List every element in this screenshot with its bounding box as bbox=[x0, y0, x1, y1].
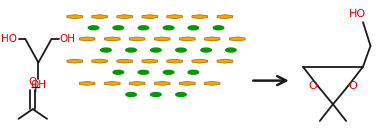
Polygon shape bbox=[167, 15, 183, 19]
Polygon shape bbox=[117, 59, 133, 63]
Circle shape bbox=[176, 93, 186, 96]
Polygon shape bbox=[204, 37, 220, 41]
Polygon shape bbox=[155, 37, 170, 41]
Text: O: O bbox=[29, 77, 37, 87]
Text: HO: HO bbox=[2, 34, 17, 44]
Polygon shape bbox=[79, 37, 95, 41]
Circle shape bbox=[213, 26, 224, 30]
Circle shape bbox=[113, 70, 124, 74]
Polygon shape bbox=[92, 59, 107, 63]
Circle shape bbox=[113, 26, 124, 30]
Polygon shape bbox=[142, 59, 158, 63]
Polygon shape bbox=[79, 81, 95, 85]
Circle shape bbox=[126, 48, 136, 52]
Polygon shape bbox=[92, 15, 107, 19]
Text: O: O bbox=[309, 81, 318, 91]
Text: +: + bbox=[29, 81, 41, 95]
Polygon shape bbox=[217, 59, 233, 63]
Polygon shape bbox=[67, 59, 82, 63]
Polygon shape bbox=[180, 81, 195, 85]
Polygon shape bbox=[117, 15, 133, 19]
Text: OH: OH bbox=[59, 34, 75, 44]
Circle shape bbox=[88, 26, 99, 30]
Circle shape bbox=[188, 26, 198, 30]
Polygon shape bbox=[204, 81, 220, 85]
Circle shape bbox=[126, 93, 136, 96]
Circle shape bbox=[138, 70, 149, 74]
Polygon shape bbox=[142, 15, 158, 19]
Circle shape bbox=[138, 26, 149, 30]
Polygon shape bbox=[192, 59, 208, 63]
Polygon shape bbox=[229, 37, 245, 41]
Polygon shape bbox=[129, 37, 145, 41]
Circle shape bbox=[226, 48, 236, 52]
Circle shape bbox=[150, 93, 161, 96]
Polygon shape bbox=[167, 59, 183, 63]
Circle shape bbox=[101, 48, 111, 52]
Circle shape bbox=[201, 48, 211, 52]
Circle shape bbox=[163, 26, 174, 30]
Polygon shape bbox=[192, 15, 208, 19]
Polygon shape bbox=[155, 81, 170, 85]
Circle shape bbox=[150, 48, 161, 52]
Text: HO: HO bbox=[349, 9, 366, 19]
Polygon shape bbox=[67, 15, 82, 19]
Polygon shape bbox=[104, 81, 120, 85]
Polygon shape bbox=[217, 15, 233, 19]
Polygon shape bbox=[180, 37, 195, 41]
Circle shape bbox=[163, 70, 174, 74]
Polygon shape bbox=[129, 81, 145, 85]
Text: OH: OH bbox=[30, 80, 46, 90]
Circle shape bbox=[176, 48, 186, 52]
Text: O: O bbox=[349, 81, 357, 91]
Polygon shape bbox=[104, 37, 120, 41]
Circle shape bbox=[188, 70, 198, 74]
